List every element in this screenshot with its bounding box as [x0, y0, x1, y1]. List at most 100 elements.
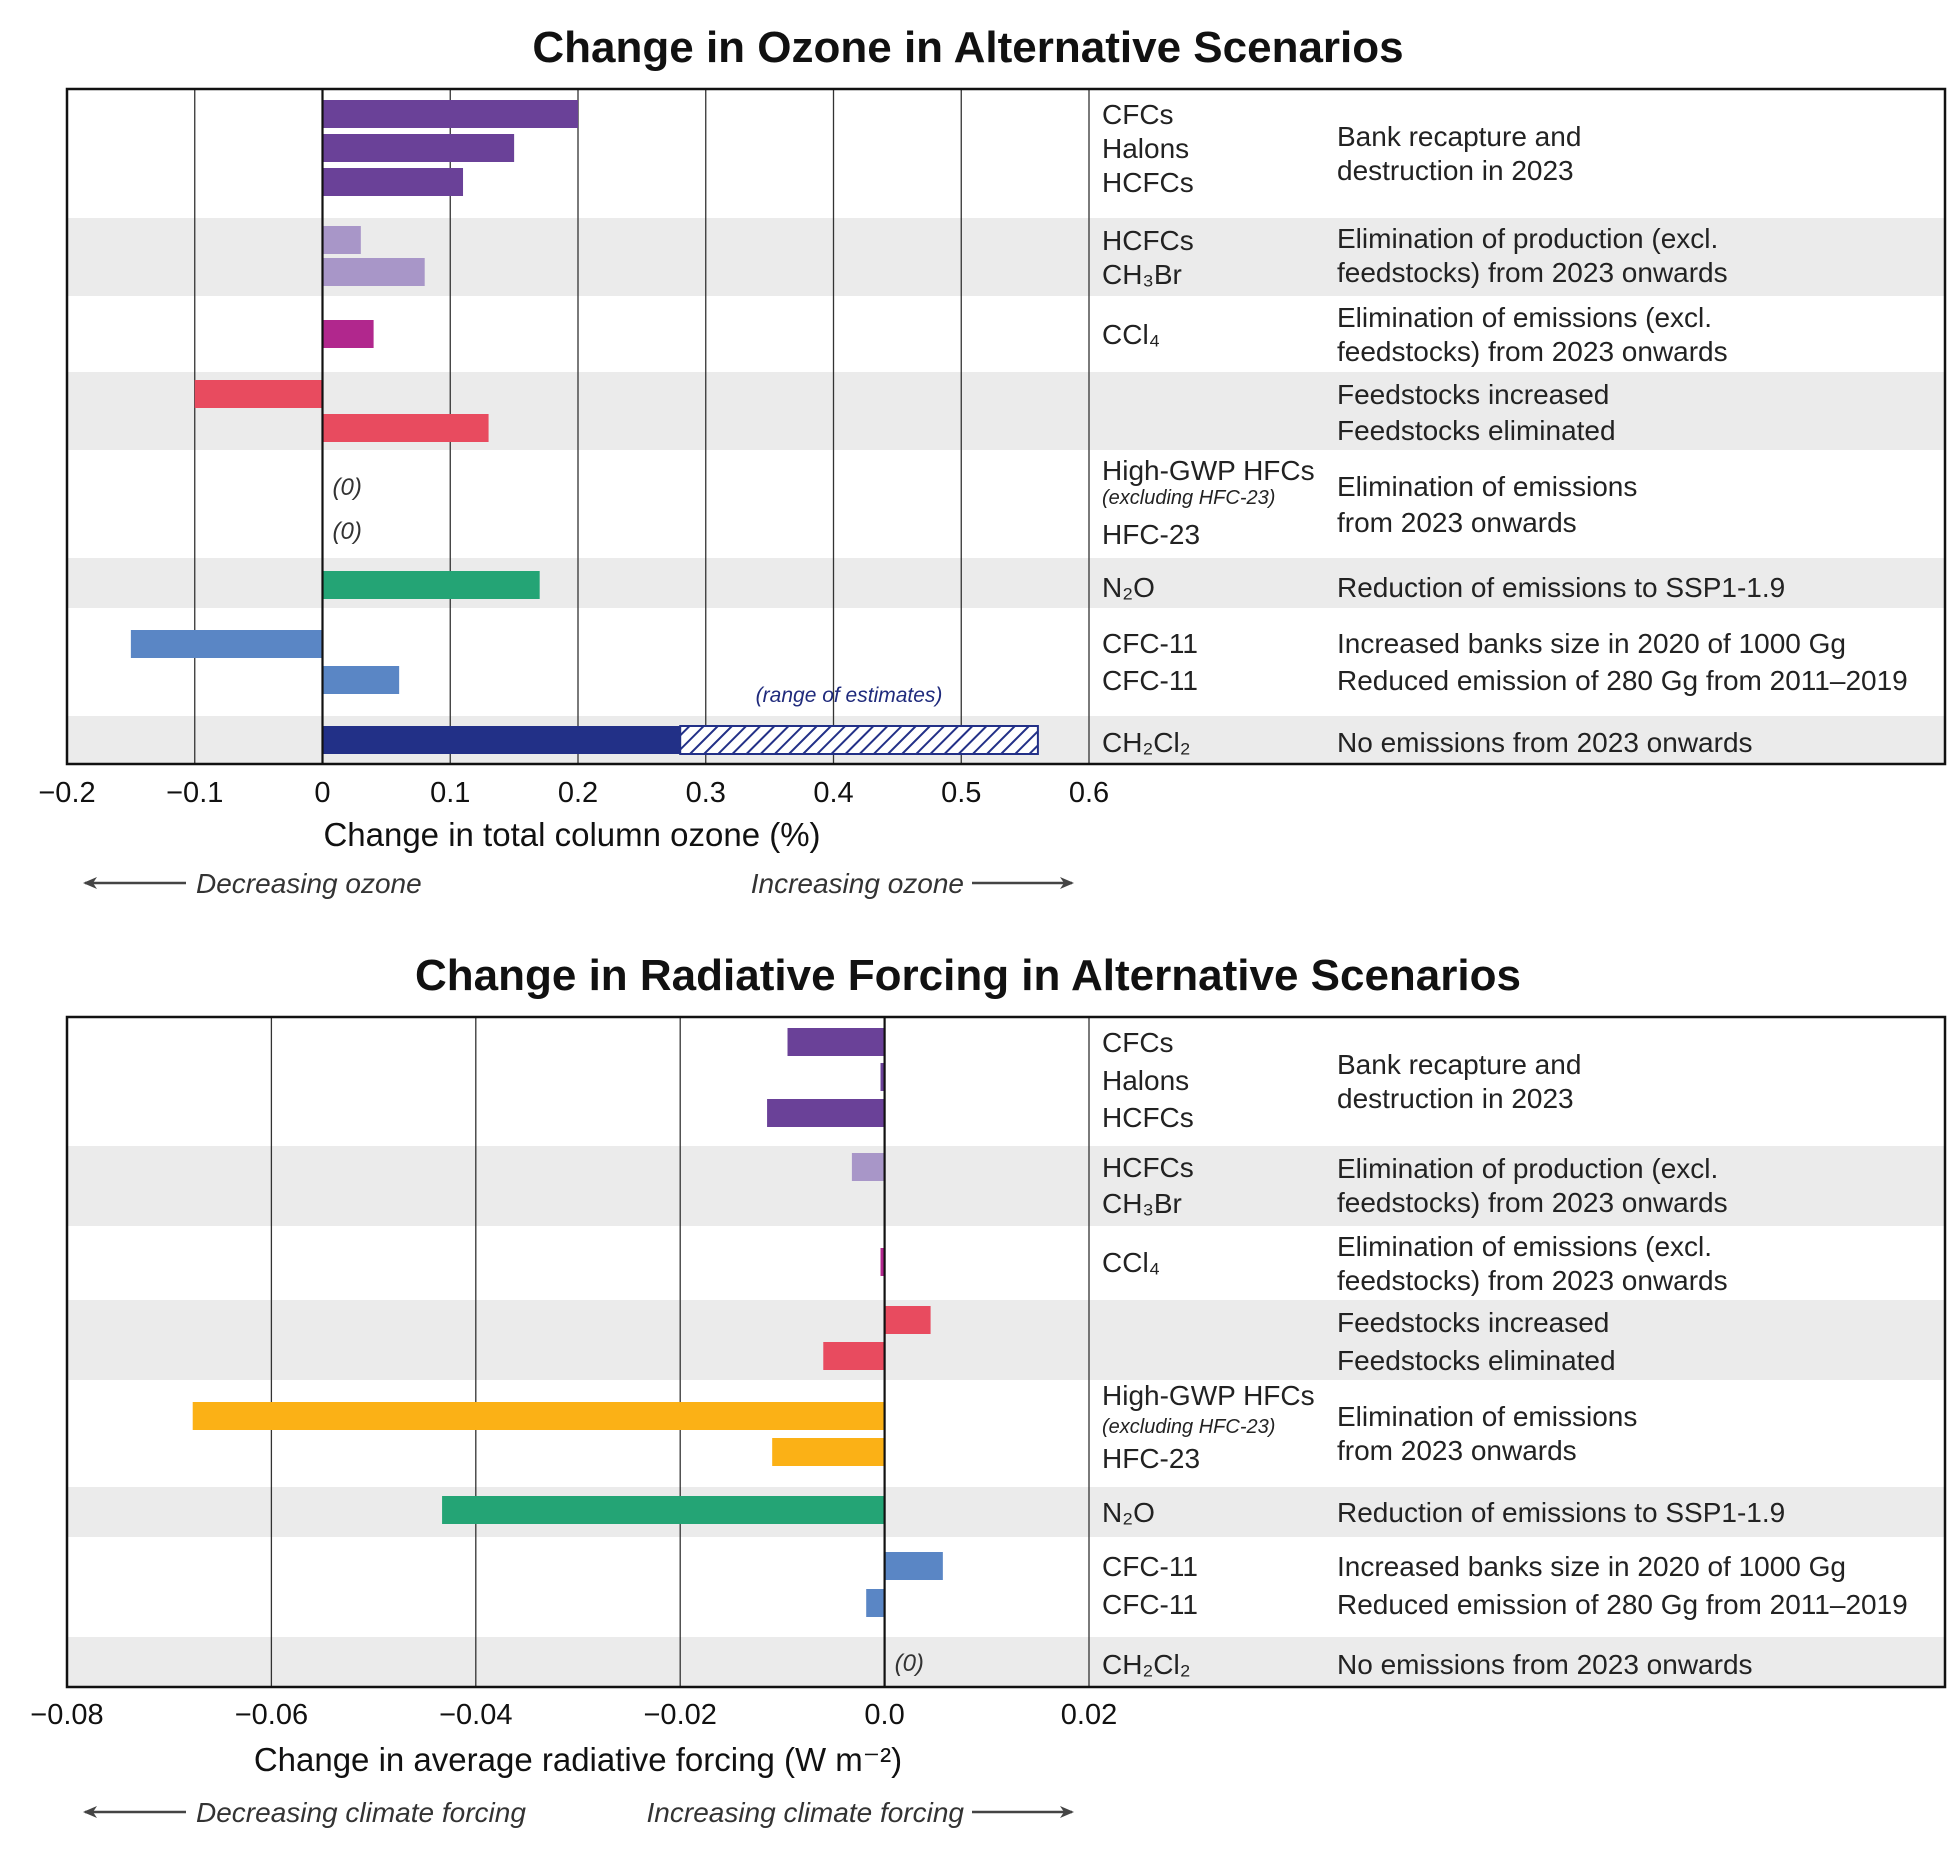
ozone-x-tick-0: −0.2: [38, 777, 95, 809]
ozone-scenario-text-2-0: Elimination of emissions (excl.: [1337, 302, 1712, 333]
rf-row-band-5: [67, 1487, 1945, 1537]
ozone-bar-6-0: [130, 630, 323, 658]
rf-bar-2-0: [880, 1248, 885, 1276]
rf-x-tick-4: 0.0: [864, 1699, 904, 1731]
ozone-x-tick-7: 0.5: [941, 777, 981, 809]
rf-species-label-6-1: CFC-11: [1102, 1589, 1198, 1620]
rf-bar-0-2: [767, 1099, 885, 1127]
ozone-range-note: (range of estimates): [756, 684, 943, 707]
ozone-species-sublabel-4-0: (excluding HFC-23): [1102, 487, 1275, 509]
rf-plot-frame: [65, 1015, 1947, 1689]
ozone-bar-3-1: [322, 414, 489, 442]
rf-scenario-text-3-1: Feedstocks eliminated: [1337, 1345, 1616, 1376]
rf-x-axis-title: Change in average radiative forcing (W m…: [254, 1741, 902, 1778]
rf-bar-1-0: [851, 1153, 885, 1181]
ozone-x-tick-labels: −0.2 −0.1 0 0.1 0.2 0.3 0.4 0.5 0.6: [38, 777, 1109, 809]
ozone-x-tick-5: 0.3: [686, 777, 726, 809]
rf-species-label-5-0: N₂O: [1102, 1497, 1155, 1528]
rf-gridlines: [270, 1017, 681, 1687]
rf-scenario-text-2-1: feedstocks) from 2023 onwards: [1337, 1265, 1728, 1296]
rf-scenario-text-1-1: feedstocks) from 2023 onwards: [1337, 1187, 1728, 1218]
ozone-scenario-text-1-0: Elimination of production (excl.: [1337, 223, 1718, 254]
rf-row-band-6: [67, 1537, 1945, 1637]
rf-species-label-1-1: CH₃Br: [1102, 1188, 1182, 1219]
rf-row-band-3: [67, 1300, 1945, 1380]
rf-bar-6-0: [884, 1552, 943, 1580]
rf-bar-0-1: [880, 1063, 885, 1091]
ozone-species-label-6-1: CFC-11: [1102, 665, 1198, 696]
ozone-bar-0-1: [322, 134, 515, 162]
rf-species-label-0-0: CFCs: [1102, 1027, 1174, 1058]
ozone-scenario-text-2-1: feedstocks) from 2023 onwards: [1337, 336, 1728, 367]
rf-scenario-text-6-1: Reduced emission of 280 Gg from 2011–201…: [1337, 1589, 1908, 1620]
ozone-x-tick-4: 0.2: [558, 777, 598, 809]
rf-scenario-text-0-1: destruction in 2023: [1337, 1083, 1574, 1114]
ozone-increasing-label: Increasing ozone: [751, 868, 964, 899]
ozone-species-label-0-2: HCFCs: [1102, 167, 1194, 198]
ozone-decreasing-label: Decreasing ozone: [196, 868, 422, 899]
ozone-range-bar-7-0: [679, 725, 1039, 755]
ozone-bar-5-0: [322, 571, 540, 599]
ozone-row-band-4: [67, 450, 1945, 558]
rf-x-tick-3: −0.02: [644, 1699, 717, 1731]
ozone-scenario-text-7-0: No emissions from 2023 onwards: [1337, 727, 1753, 758]
rf-species-label-4-1: HFC-23: [1102, 1443, 1200, 1474]
ozone-species-label-6-0: CFC-11: [1102, 628, 1198, 659]
rf-x-tick-labels: −0.08 −0.06 −0.04 −0.02 0.0 0.02: [30, 1699, 1117, 1731]
ozone-zero-label-4-0: (0): [333, 474, 362, 501]
rf-bar-3-1: [823, 1342, 885, 1370]
ozone-bar-2-0: [322, 320, 374, 348]
ozone-chart-panel: Change in Ozone in Alternative Scenarios…: [38, 23, 1947, 899]
ozone-row-bands: [67, 89, 1945, 764]
ozone-scenario-text-3-1: Feedstocks eliminated: [1337, 415, 1616, 446]
rf-scenario-text-5-0: Reduction of emissions to SSP1-1.9: [1337, 1497, 1785, 1528]
rf-x-tick-2: −0.04: [439, 1699, 512, 1731]
rf-species-label-1-0: HCFCs: [1102, 1152, 1194, 1183]
ozone-x-tick-1: −0.1: [166, 777, 223, 809]
ozone-species-label-1-0: HCFCs: [1102, 225, 1194, 256]
rf-chart-title: Change in Radiative Forcing in Alternati…: [415, 951, 1521, 1000]
ozone-species-label-5-0: N₂O: [1102, 572, 1155, 603]
radiative-forcing-chart-panel: Change in Radiative Forcing in Alternati…: [30, 951, 1947, 1828]
ozone-bar-3-0: [194, 380, 323, 408]
rf-species-label-0-1: Halons: [1102, 1065, 1189, 1096]
rf-increasing-label: Increasing climate forcing: [647, 1797, 965, 1828]
ozone-scenario-text-5-0: Reduction of emissions to SSP1-1.9: [1337, 572, 1785, 603]
ozone-species-label-0-0: CFCs: [1102, 99, 1174, 130]
rf-row-band-0: [67, 1017, 1945, 1146]
ozone-species-label-4-1: HFC-23: [1102, 519, 1200, 550]
ozone-row-band-6: [67, 608, 1945, 716]
ozone-x-tick-3: 0.1: [430, 777, 470, 809]
rf-bar-5-0: [442, 1496, 885, 1524]
ozone-species-label-4-0: High-GWP HFCs: [1102, 455, 1315, 486]
rf-x-tick-0: −0.08: [30, 1699, 103, 1731]
ozone-species-label-1-1: CH₃Br: [1102, 259, 1182, 290]
rf-x-tick-1: −0.06: [235, 1699, 308, 1731]
rf-row-bands: [67, 1017, 1945, 1687]
ozone-zero-label-4-1: (0): [333, 518, 362, 545]
rf-scenario-text-2-0: Elimination of emissions (excl.: [1337, 1231, 1712, 1262]
ozone-bar-6-1: [322, 666, 400, 694]
rf-row-band-2: [67, 1226, 1945, 1300]
ozone-scenario-text-0-0: Bank recapture and: [1337, 121, 1581, 152]
ozone-scenario-text-1-1: feedstocks) from 2023 onwards: [1337, 257, 1728, 288]
ozone-bars: (0) (0) (range of estimates): [130, 100, 1039, 755]
rf-bar-4-1: [772, 1438, 885, 1466]
rf-scenario-text-3-0: Feedstocks increased: [1337, 1307, 1609, 1338]
ozone-row-band-2: [67, 296, 1945, 372]
rf-scenario-text-1-0: Elimination of production (excl.: [1337, 1153, 1718, 1184]
ozone-scenario-text-3-0: Feedstocks increased: [1337, 379, 1609, 410]
rf-bar-0-0: [787, 1028, 885, 1056]
ozone-bar-1-1: [322, 258, 425, 286]
ozone-scenario-text-6-0: Increased banks size in 2020 of 1000 Gg: [1337, 628, 1846, 659]
rf-zero-label-7-0: (0): [895, 1650, 924, 1677]
ozone-x-tick-2: 0: [314, 777, 330, 809]
rf-species-label-0-2: HCFCs: [1102, 1102, 1194, 1133]
rf-species-sublabel-4-0: (excluding HFC-23): [1102, 1416, 1275, 1438]
rf-decreasing-label: Decreasing climate forcing: [196, 1797, 526, 1828]
rf-scenario-text-4-1: from 2023 onwards: [1337, 1435, 1577, 1466]
rf-species-label-2-0: CCl₄: [1102, 1247, 1160, 1278]
rf-bar-4-0: [192, 1402, 885, 1430]
